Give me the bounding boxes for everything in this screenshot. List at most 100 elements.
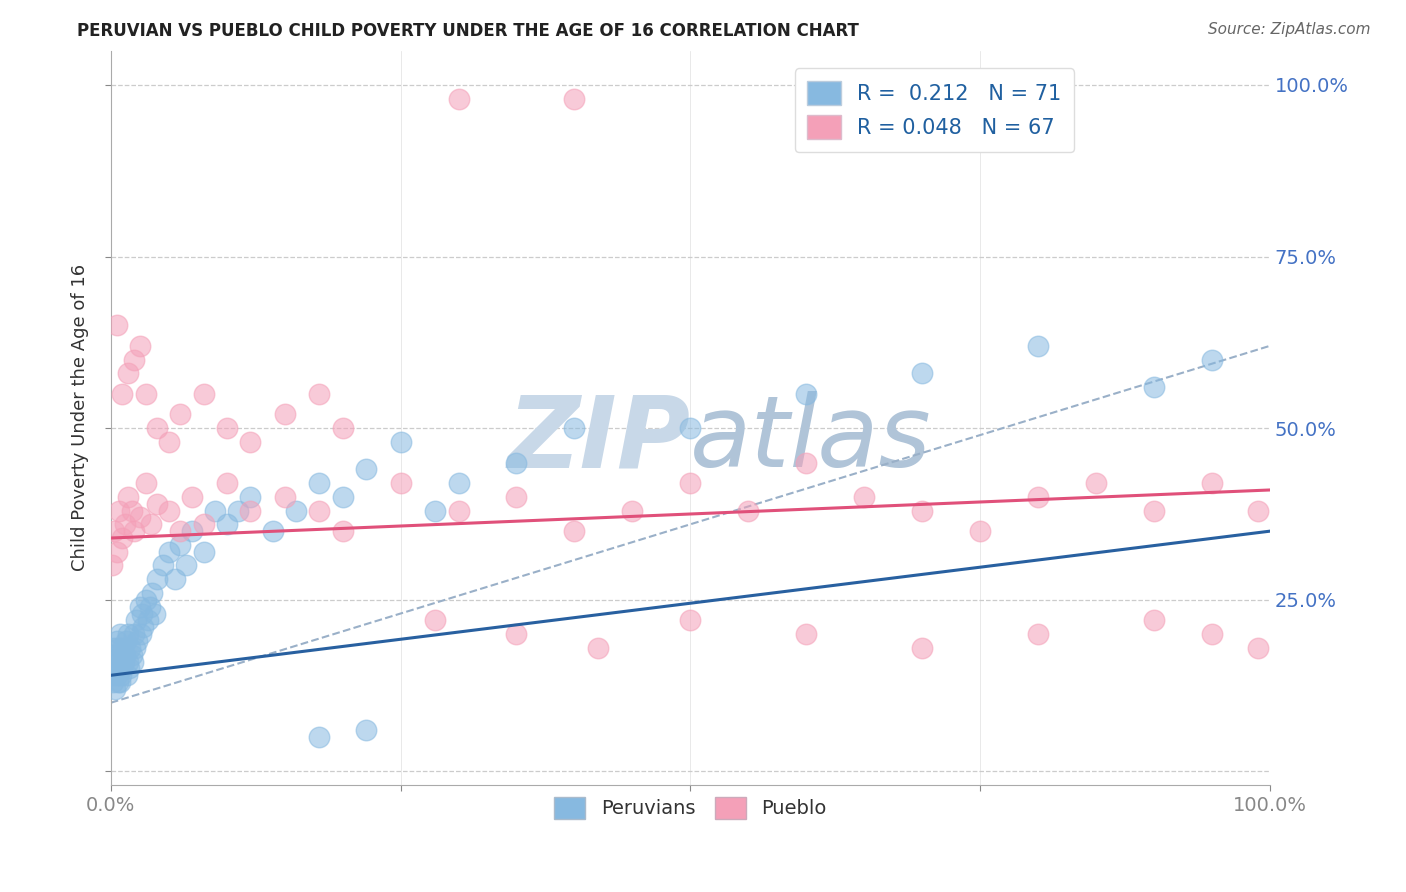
Point — [103, 661, 125, 675]
Point — [105, 668, 128, 682]
Point — [180, 524, 202, 538]
Point — [308, 730, 330, 744]
Point — [586, 640, 609, 655]
Point — [505, 456, 527, 470]
Point — [853, 490, 876, 504]
Point — [110, 668, 132, 682]
Point — [152, 558, 174, 573]
Point — [564, 421, 586, 435]
Point — [1143, 614, 1166, 628]
Point — [115, 668, 138, 682]
Point — [111, 387, 134, 401]
Point — [114, 648, 136, 662]
Point — [128, 599, 150, 614]
Point — [354, 723, 377, 738]
Point — [103, 524, 125, 538]
Point — [794, 387, 817, 401]
Point — [146, 572, 169, 586]
Point — [104, 681, 127, 696]
Point — [117, 366, 139, 380]
Point — [117, 490, 139, 504]
Point — [1026, 339, 1049, 353]
Point — [425, 614, 447, 628]
Point — [1026, 490, 1049, 504]
Point — [679, 614, 702, 628]
Point — [239, 434, 262, 449]
Point — [121, 503, 143, 517]
Point — [1201, 476, 1223, 491]
Point — [564, 524, 586, 538]
Point — [105, 318, 128, 333]
Point — [193, 517, 215, 532]
Point — [127, 634, 149, 648]
Point — [180, 490, 202, 504]
Point — [273, 490, 295, 504]
Point — [273, 408, 295, 422]
Point — [911, 366, 934, 380]
Point — [135, 592, 157, 607]
Point — [794, 456, 817, 470]
Point — [135, 476, 157, 491]
Point — [122, 352, 145, 367]
Point — [389, 434, 412, 449]
Point — [215, 421, 238, 435]
Point — [101, 655, 124, 669]
Point — [169, 524, 191, 538]
Text: PERUVIAN VS PUEBLO CHILD POVERTY UNDER THE AGE OF 16 CORRELATION CHART: PERUVIAN VS PUEBLO CHILD POVERTY UNDER T… — [77, 22, 859, 40]
Point — [169, 408, 191, 422]
Point — [204, 503, 226, 517]
Point — [111, 661, 134, 675]
Point — [621, 503, 644, 517]
Point — [105, 634, 128, 648]
Point — [1143, 503, 1166, 517]
Legend: Peruvians, Pueblo: Peruvians, Pueblo — [547, 789, 835, 827]
Point — [505, 627, 527, 641]
Point — [101, 675, 124, 690]
Point — [131, 607, 153, 621]
Point — [332, 524, 354, 538]
Point — [308, 503, 330, 517]
Point — [215, 517, 238, 532]
Text: Source: ZipAtlas.com: Source: ZipAtlas.com — [1208, 22, 1371, 37]
Point — [157, 434, 180, 449]
Point — [107, 675, 129, 690]
Point — [1143, 380, 1166, 394]
Point — [157, 545, 180, 559]
Point — [447, 92, 470, 106]
Point — [1201, 352, 1223, 367]
Point — [146, 497, 169, 511]
Point — [108, 661, 131, 675]
Point — [104, 648, 127, 662]
Point — [128, 510, 150, 524]
Point — [101, 558, 124, 573]
Point — [115, 634, 138, 648]
Point — [139, 599, 162, 614]
Point — [215, 476, 238, 491]
Point — [1026, 627, 1049, 641]
Point — [794, 92, 817, 106]
Point — [107, 655, 129, 669]
Point — [505, 490, 527, 504]
Point — [679, 476, 702, 491]
Point — [1201, 627, 1223, 641]
Point — [911, 503, 934, 517]
Point — [1247, 640, 1270, 655]
Point — [136, 614, 159, 628]
Point — [111, 531, 134, 545]
Point — [108, 640, 131, 655]
Point — [108, 627, 131, 641]
Point — [169, 538, 191, 552]
Point — [122, 524, 145, 538]
Y-axis label: Child Poverty Under the Age of 16: Child Poverty Under the Age of 16 — [72, 264, 89, 572]
Point — [103, 640, 125, 655]
Point — [101, 668, 124, 682]
Point — [108, 675, 131, 690]
Point — [120, 640, 142, 655]
Point — [124, 640, 146, 655]
Point — [143, 607, 166, 621]
Point — [308, 387, 330, 401]
Point — [129, 627, 152, 641]
Point — [117, 655, 139, 669]
Point — [146, 421, 169, 435]
Point — [564, 92, 586, 106]
